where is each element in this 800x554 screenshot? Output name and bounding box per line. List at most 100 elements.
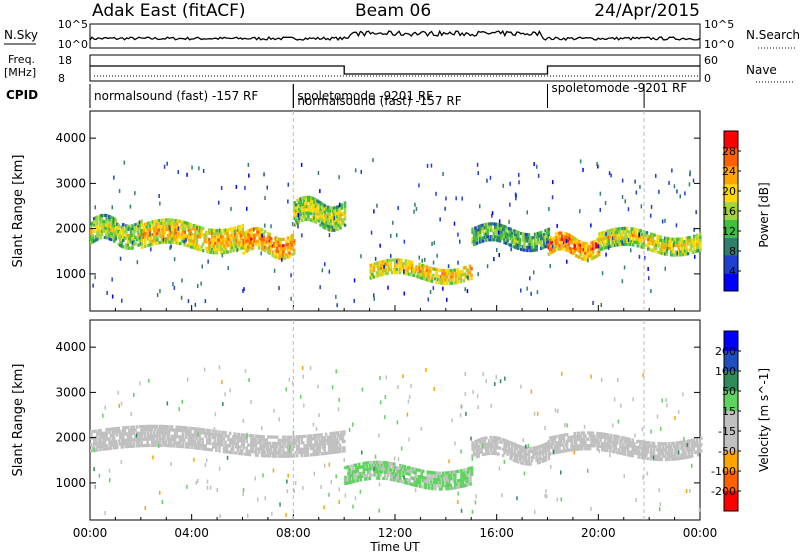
heatmap-cell <box>475 445 479 449</box>
heatmap-cell <box>461 484 465 488</box>
heatmap-cell <box>517 444 520 448</box>
heatmap-cell <box>565 239 568 243</box>
heatmap-cell <box>364 461 367 465</box>
heatmap-cell <box>547 240 551 244</box>
heatmap-cell <box>126 227 130 231</box>
heatmap-cell <box>642 373 644 378</box>
heatmap-cell <box>112 223 116 227</box>
heatmap-cell <box>553 239 557 243</box>
heatmap-cell <box>290 273 292 278</box>
heatmap-cell <box>674 253 678 257</box>
heatmap-cell <box>248 244 252 248</box>
heatmap-cell <box>622 436 625 440</box>
heatmap-cell <box>625 239 629 243</box>
heatmap-cell <box>189 242 193 246</box>
heatmap-cell <box>242 436 246 440</box>
heatmap-cell <box>159 221 162 226</box>
heatmap-cell <box>648 235 652 239</box>
heatmap-cell <box>425 476 428 480</box>
heatmap-cell <box>264 496 266 501</box>
heatmap-cell <box>564 241 567 245</box>
heatmap-cell <box>137 435 139 440</box>
heatmap-cell <box>680 456 683 460</box>
heatmap-cell <box>326 208 330 212</box>
heatmap-cell <box>376 463 379 468</box>
heatmap-cell <box>96 445 99 449</box>
heatmap-cell <box>520 461 523 465</box>
heatmap-cell <box>103 223 107 227</box>
heatmap-cell <box>639 235 643 239</box>
heatmap-cell <box>179 226 182 230</box>
heatmap-cell <box>491 211 494 216</box>
heatmap-cell <box>374 463 378 468</box>
heatmap-cell <box>94 429 98 433</box>
heatmap-cell <box>111 294 114 299</box>
heatmap-cell <box>117 223 121 227</box>
heatmap-cell <box>123 432 127 436</box>
heatmap-cell <box>285 445 288 449</box>
heatmap-cell <box>625 446 628 450</box>
heatmap-cell <box>367 470 370 474</box>
heatmap-cell <box>360 471 364 475</box>
heatmap-cell <box>405 478 408 482</box>
heatmap-cell <box>480 239 483 244</box>
heatmap-cell <box>600 303 602 307</box>
heatmap-cell <box>192 233 196 237</box>
heatmap-cell <box>354 463 358 467</box>
heatmap-cell <box>337 434 340 438</box>
heatmap-cell <box>247 443 250 447</box>
heatmap-cell <box>218 244 222 249</box>
heatmap-cell <box>585 242 589 246</box>
heatmap-cell <box>286 438 290 442</box>
heatmap-cell <box>390 253 392 258</box>
heatmap-cell <box>661 448 665 452</box>
heatmap-cell <box>307 208 310 212</box>
heatmap-cell <box>443 474 446 478</box>
heatmap-cell <box>236 241 240 245</box>
heatmap-cell <box>652 455 655 460</box>
heatmap-cell <box>581 244 584 248</box>
heatmap-cell <box>235 238 238 242</box>
heatmap-cell <box>663 454 666 458</box>
heatmap-cell <box>562 439 566 444</box>
heatmap-cell <box>399 476 402 480</box>
heatmap-cell <box>576 245 580 249</box>
heatmap-cell <box>549 436 552 440</box>
heatmap-cell <box>317 433 320 437</box>
heatmap-cell <box>483 443 487 447</box>
heatmap-cell <box>131 236 134 241</box>
heatmap-cell <box>315 440 319 444</box>
heatmap-cell <box>172 225 176 229</box>
heatmap-cell <box>510 231 514 235</box>
heatmap-cell <box>509 202 511 207</box>
heatmap-cell <box>613 240 617 244</box>
heatmap-cell <box>344 475 347 479</box>
heatmap-cell <box>259 234 262 238</box>
heatmap-cell <box>447 264 450 269</box>
heatmap-cell <box>126 234 130 238</box>
heatmap-cell <box>334 444 337 448</box>
heatmap-cell <box>610 446 613 450</box>
heatmap-cell <box>201 447 204 451</box>
heatmap-cell <box>650 213 652 218</box>
heatmap-cell <box>232 249 235 253</box>
heatmap-cell <box>245 249 249 253</box>
heatmap-cell <box>494 439 497 443</box>
heatmap-cell <box>644 233 647 237</box>
heatmap-cell <box>407 259 411 264</box>
heatmap-cell <box>616 450 619 455</box>
heatmap-cell <box>234 442 238 446</box>
heatmap-cell <box>138 434 142 438</box>
heatmap-cell <box>251 227 255 231</box>
heatmap-cell <box>464 477 468 481</box>
heatmap-cell <box>435 191 437 196</box>
heatmap-cell <box>567 242 570 246</box>
heatmap-cell <box>672 243 675 248</box>
heatmap-cell <box>455 196 457 201</box>
heatmap-cell <box>546 441 549 446</box>
heatmap-cell <box>332 441 336 445</box>
heatmap-cell <box>507 242 511 247</box>
velocity-panel-frame <box>89 319 701 521</box>
heatmap-cell <box>131 431 134 436</box>
heatmap-cell <box>567 436 570 440</box>
